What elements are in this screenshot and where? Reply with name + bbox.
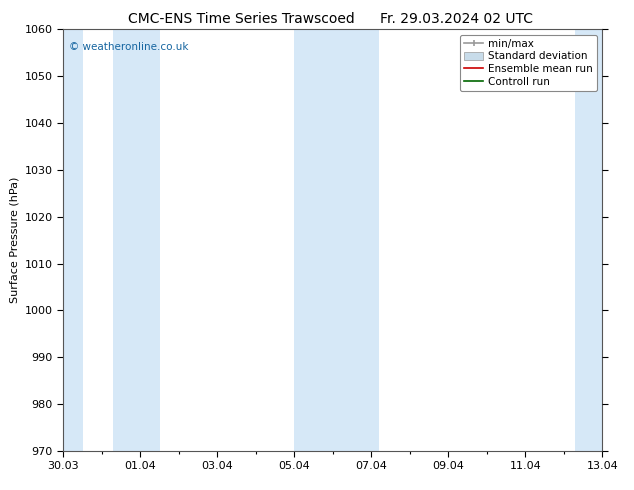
Y-axis label: Surface Pressure (hPa): Surface Pressure (hPa)	[10, 177, 19, 303]
Text: © weatheronline.co.uk: © weatheronline.co.uk	[68, 42, 188, 52]
Bar	[113, 29, 160, 451]
Bar	[52, 29, 82, 451]
Bar	[576, 29, 614, 451]
Text: CMC-ENS Time Series Trawscoed: CMC-ENS Time Series Trawscoed	[127, 12, 354, 26]
Text: Fr. 29.03.2024 02 UTC: Fr. 29.03.2024 02 UTC	[380, 12, 533, 26]
Bar	[294, 29, 379, 451]
Legend: min/max, Standard deviation, Ensemble mean run, Controll run: min/max, Standard deviation, Ensemble me…	[460, 35, 597, 91]
